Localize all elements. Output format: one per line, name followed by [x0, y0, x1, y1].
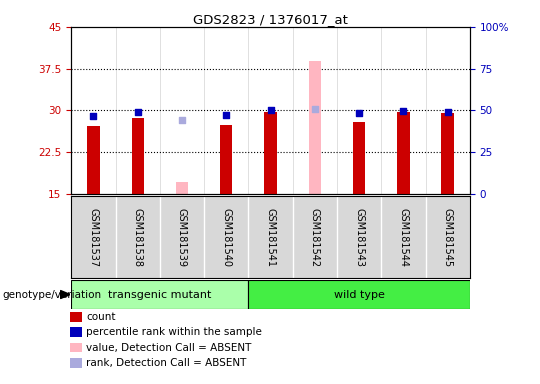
Bar [309, 61, 321, 194]
Text: GSM181540: GSM181540 [221, 208, 231, 266]
Point [310, 106, 319, 112]
Text: GSM181541: GSM181541 [266, 208, 275, 266]
Bar [442, 113, 454, 194]
Text: GSM181539: GSM181539 [177, 208, 187, 266]
Text: transgenic mutant: transgenic mutant [108, 290, 212, 300]
Text: GSM181538: GSM181538 [133, 208, 143, 266]
Point [133, 108, 142, 114]
Text: count: count [86, 312, 116, 322]
Bar [265, 111, 276, 194]
Bar [248, 280, 470, 309]
Text: GSM181545: GSM181545 [443, 208, 453, 266]
Text: percentile rank within the sample: percentile rank within the sample [86, 327, 262, 337]
Text: genotype/variation: genotype/variation [3, 290, 102, 300]
Text: GSM181542: GSM181542 [310, 208, 320, 266]
Bar [220, 126, 232, 194]
Point [399, 108, 408, 114]
Bar [397, 111, 409, 194]
Text: GSM181543: GSM181543 [354, 208, 364, 266]
Text: GSM181537: GSM181537 [89, 208, 98, 266]
Title: GDS2823 / 1376017_at: GDS2823 / 1376017_at [193, 13, 348, 26]
Point [178, 118, 186, 124]
Bar [71, 280, 248, 309]
Point [443, 109, 452, 115]
Bar [132, 118, 144, 194]
Text: GSM181544: GSM181544 [399, 208, 408, 266]
Text: wild type: wild type [334, 290, 384, 300]
Bar [87, 126, 99, 194]
Text: rank, Detection Call = ABSENT: rank, Detection Call = ABSENT [86, 358, 247, 368]
Point [266, 107, 275, 114]
Bar [353, 121, 365, 194]
Bar [176, 182, 188, 194]
Point [355, 110, 363, 116]
Polygon shape [60, 290, 70, 299]
Text: value, Detection Call = ABSENT: value, Detection Call = ABSENT [86, 343, 252, 353]
Point [222, 113, 231, 119]
Point [89, 113, 98, 119]
